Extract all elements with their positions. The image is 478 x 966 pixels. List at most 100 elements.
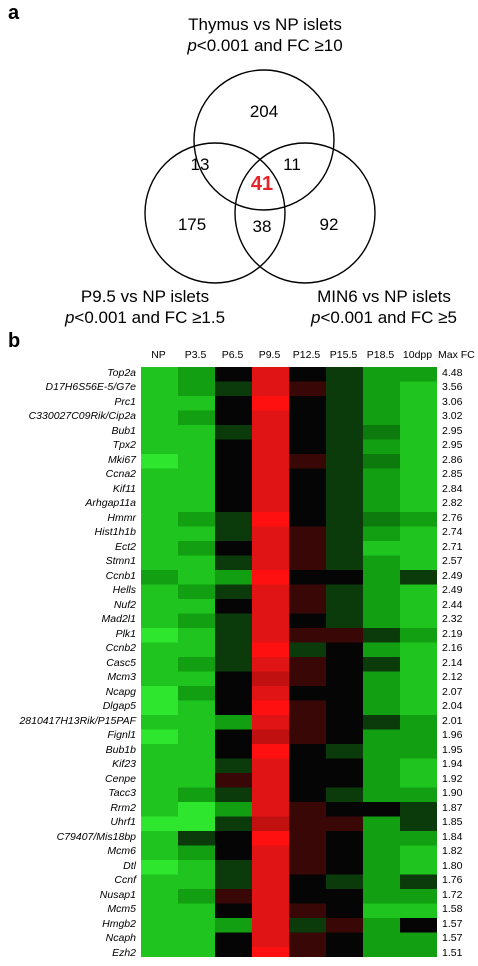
maxfc-value: 2.44 xyxy=(442,598,463,611)
maxfc-value: 3.02 xyxy=(442,410,463,422)
heatmap-cell xyxy=(141,918,178,933)
heatmap-cell xyxy=(363,802,400,817)
heatmap-cell xyxy=(141,860,178,875)
maxfc-value: 1.57 xyxy=(442,932,463,944)
heatmap-cell xyxy=(363,599,400,614)
count-thymus-min6: 11 xyxy=(283,155,301,174)
heatmap-cell xyxy=(326,947,363,957)
heatmap-cell xyxy=(141,845,178,860)
heatmap-cell xyxy=(215,744,252,759)
gene-name-label: Hmgb2 xyxy=(102,917,136,930)
heatmap-cell xyxy=(252,555,289,570)
heatmap-cell xyxy=(326,454,363,469)
heatmap-cell xyxy=(289,686,326,701)
heatmap-cell xyxy=(141,729,178,744)
heatmap-cell xyxy=(141,410,178,425)
heatmap-cell xyxy=(178,845,215,860)
heatmap-cell xyxy=(252,468,289,483)
heatmap-cell xyxy=(289,526,326,541)
column-header-p12-5: P12.5 xyxy=(292,349,321,361)
maxfc-value: 2.82 xyxy=(442,497,463,509)
panel-b-letter: b xyxy=(8,330,21,352)
gene-name-label: Bub1 xyxy=(111,424,136,437)
heatmap-cell xyxy=(326,700,363,715)
heatmap-cell xyxy=(289,947,326,957)
heatmap-cell xyxy=(289,367,326,382)
heatmap-cell xyxy=(363,657,400,672)
heatmap-cell xyxy=(215,686,252,701)
heatmap-cell xyxy=(326,816,363,831)
heatmap-cell xyxy=(289,889,326,904)
heatmap-cell xyxy=(400,497,437,512)
heatmap-cell xyxy=(363,642,400,657)
heatmap-cell xyxy=(289,584,326,599)
heatmap-cell xyxy=(363,584,400,599)
heatmap-cell xyxy=(178,613,215,628)
maxfc-value: 2.86 xyxy=(442,453,463,466)
heatmap-cell xyxy=(400,918,437,933)
heatmap-cell xyxy=(400,758,437,773)
heatmap-cell xyxy=(215,657,252,672)
heatmap-cell xyxy=(363,555,400,570)
heatmap-cell xyxy=(141,367,178,382)
gene-name-label: Ncapg xyxy=(105,685,136,698)
label-p95-title: P9.5 vs NP islets xyxy=(80,287,210,306)
heatmap-cell xyxy=(215,512,252,527)
heatmap-cell xyxy=(326,802,363,817)
maxfc-value: 2.85 xyxy=(442,468,463,480)
gene-name-label: Bub1b xyxy=(105,743,136,756)
heatmap-cell xyxy=(326,599,363,614)
heatmap-cell xyxy=(215,613,252,628)
heatmap-cell xyxy=(178,599,215,614)
heatmap-cell xyxy=(215,642,252,657)
maxfc-value: 2.95 xyxy=(442,439,463,451)
heatmap-cell xyxy=(363,816,400,831)
heatmap-cell xyxy=(289,903,326,918)
gene-name-label: Ncaph xyxy=(105,932,136,944)
heatmap-cell xyxy=(178,642,215,657)
heatmap-cell xyxy=(400,570,437,585)
heatmap-cell xyxy=(400,874,437,889)
heatmap-cell xyxy=(363,729,400,744)
heatmap-cell xyxy=(326,410,363,425)
heatmap-cell xyxy=(400,787,437,802)
heatmap-cell xyxy=(289,454,326,469)
gene-name-label: Rrm2 xyxy=(110,801,136,814)
gene-name-label: Nuf2 xyxy=(113,598,136,611)
heatmap-cell xyxy=(215,526,252,541)
heatmap-cell xyxy=(141,773,178,788)
heatmap-cell xyxy=(141,657,178,672)
heatmap-cell xyxy=(178,802,215,817)
maxfc-value: 2.95 xyxy=(442,424,463,437)
heatmap-cell xyxy=(178,947,215,957)
maxfc-value: 2.57 xyxy=(442,555,463,567)
heatmap-cell xyxy=(400,599,437,614)
gene-name-label: Top2a xyxy=(107,366,136,379)
heatmap-cell xyxy=(215,541,252,556)
heatmap-cell xyxy=(289,802,326,817)
maxfc-value: 2.16 xyxy=(442,642,463,654)
gene-name-label: C330027C09Rik/Cip2a xyxy=(28,410,136,422)
heatmap-cell xyxy=(400,642,437,657)
heatmap-cell xyxy=(178,410,215,425)
heatmap-cell xyxy=(400,744,437,759)
heatmap-cell xyxy=(252,613,289,628)
heatmap-cell xyxy=(326,642,363,657)
heatmap-cell xyxy=(326,555,363,570)
heatmap-cell xyxy=(289,541,326,556)
heatmap-cell xyxy=(252,367,289,382)
heatmap-cell xyxy=(363,439,400,454)
heatmap-cell xyxy=(326,758,363,773)
gene-name-label: Ccna2 xyxy=(105,468,136,480)
heatmap-cell xyxy=(252,642,289,657)
heatmap-cell xyxy=(363,628,400,643)
heatmap-cell xyxy=(252,526,289,541)
venn-circle-min6 xyxy=(234,142,376,284)
heatmap-cell xyxy=(400,729,437,744)
heatmap-cell xyxy=(400,381,437,396)
heatmap-cell xyxy=(178,657,215,672)
heatmap-cell xyxy=(178,816,215,831)
gene-name-label: Arhgap11a xyxy=(85,497,136,509)
gene-name-label: Mcm3 xyxy=(107,671,136,683)
heatmap-cell xyxy=(215,831,252,846)
